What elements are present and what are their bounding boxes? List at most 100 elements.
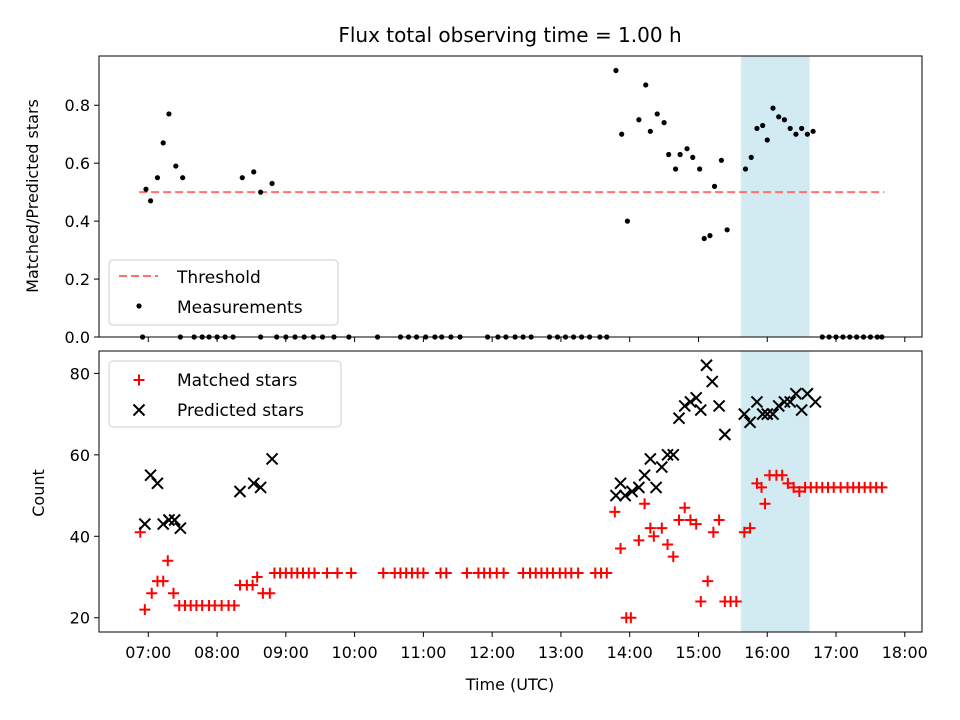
- matched-star-point: [667, 551, 679, 563]
- top-axes-frame: [98, 55, 923, 338]
- matched-star-point: [876, 481, 888, 493]
- matched-star-point: [759, 498, 771, 510]
- matched-star-point: [738, 526, 750, 538]
- predicted-star-point: [750, 395, 764, 409]
- measurement-point: [180, 175, 186, 181]
- measurement-point: [787, 125, 793, 132]
- predicted-star-point: [638, 469, 651, 482]
- predicted-star-point: [655, 460, 669, 474]
- measurement-point: [707, 233, 713, 239]
- matched-star-point: [146, 587, 158, 599]
- predicted-star-point: [743, 416, 757, 429]
- x-tick-label: 10:00: [332, 643, 378, 662]
- legend-matched-swatch: [133, 374, 145, 386]
- predicted-star-point: [233, 485, 247, 498]
- matched-star-point: [644, 522, 656, 534]
- measurement-point: [613, 67, 619, 74]
- matched-star-point: [679, 502, 691, 514]
- legend-predicted-label: Predicted stars: [177, 401, 304, 421]
- measurement-point: [770, 105, 776, 111]
- matched-star-point: [461, 567, 473, 579]
- matched-star-point: [662, 538, 674, 550]
- measurement-point: [724, 227, 730, 233]
- measurement-point: [173, 163, 179, 169]
- predicted-star-point: [783, 395, 797, 409]
- top-panel: 0.0 0.2 0.4 0.6 0.8 Threshold Measurements: [65, 55, 923, 347]
- measurement-point: [239, 175, 245, 181]
- matched-star-point: [788, 481, 800, 493]
- top-legend: Threshold Measurements: [108, 259, 339, 326]
- matched-star-point: [498, 567, 510, 579]
- predicted-star-point: [151, 477, 164, 490]
- predicted-star-point: [254, 481, 267, 494]
- measurement-point: [647, 128, 653, 134]
- measurement-point: [697, 166, 703, 172]
- matched-star-point: [264, 587, 276, 599]
- matched-star-point: [673, 514, 685, 526]
- predicted-star-point: [609, 489, 623, 502]
- x-tick-label: 11:00: [400, 643, 446, 662]
- predicted-star-point: [778, 395, 791, 409]
- predicted-star-point: [632, 481, 646, 494]
- matched-star-point: [702, 575, 714, 587]
- matched-star-point: [713, 514, 725, 526]
- y-tick-label: 0.2: [65, 270, 90, 289]
- matched-star-point: [247, 579, 259, 591]
- matched-star-point: [228, 600, 240, 612]
- matched-star-point: [625, 612, 637, 624]
- y-tick-label: 0.6: [65, 154, 90, 173]
- x-tick-label: 17:00: [813, 643, 859, 662]
- x-tick-label: 16:00: [744, 643, 790, 662]
- matched-star-point: [609, 506, 621, 518]
- measurement-point: [810, 128, 816, 134]
- predicted-star-point: [694, 403, 707, 417]
- predicted-star-point: [772, 399, 785, 413]
- predicted-star-point: [689, 391, 703, 405]
- matched-star-point: [707, 526, 719, 538]
- measurement-point: [760, 122, 766, 129]
- predicted-star-point: [706, 375, 719, 388]
- predicted-star-point: [766, 407, 780, 421]
- predicted-star-point: [247, 477, 260, 490]
- predicted-star-point: [809, 395, 822, 409]
- predicted-star-point: [661, 448, 674, 462]
- measurement-point: [748, 154, 754, 160]
- measurement-point: [684, 146, 690, 152]
- predicted-star-point: [667, 448, 680, 462]
- measurement-point: [672, 166, 679, 172]
- legend-measurement-label: Measurements: [177, 298, 303, 318]
- chart-title: Flux total observing time = 1.00 h: [338, 23, 681, 47]
- y-tick-label: 0.4: [65, 212, 90, 231]
- matched-star-point: [639, 498, 651, 510]
- matched-star-point: [695, 595, 707, 607]
- matched-star-point: [730, 595, 742, 607]
- predicted-star-point: [614, 477, 627, 490]
- matched-star-point: [331, 567, 343, 579]
- matched-star-point: [793, 486, 805, 497]
- x-tick-label: 09:00: [263, 643, 309, 662]
- matched-star-point: [776, 469, 788, 481]
- bottom-axes-frame: [98, 350, 923, 633]
- predicted-star-point: [756, 407, 769, 421]
- predicted-star-point: [265, 452, 279, 466]
- highlight-band: [740, 56, 810, 337]
- predicted-star-point: [738, 407, 751, 421]
- matched-star-point: [656, 522, 668, 534]
- predicted-star-point: [625, 485, 639, 498]
- matched-star-point: [377, 567, 389, 579]
- predicted-star-point: [156, 517, 170, 531]
- measurement-point: [258, 189, 264, 195]
- matched-star-point: [251, 571, 263, 583]
- x-tick-label: 07:00: [125, 643, 171, 662]
- measurement-point: [166, 111, 172, 117]
- measurement-point: [804, 131, 810, 137]
- matched-star-point: [308, 567, 320, 579]
- matched-star-point: [782, 477, 794, 489]
- measurement-point: [677, 151, 683, 158]
- x-tick-label: 13:00: [538, 643, 584, 662]
- measurement-point: [251, 169, 257, 175]
- matched-star-point: [321, 567, 333, 579]
- predicted-star-point: [700, 359, 713, 372]
- y-tick-label: 60: [70, 446, 90, 465]
